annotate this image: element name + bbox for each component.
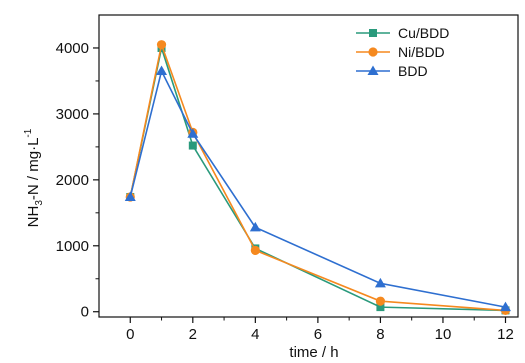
- y-tick-label: 1000: [56, 238, 89, 255]
- series-line: [130, 48, 505, 310]
- x-tick-label: 10: [435, 326, 452, 343]
- series-layer: [125, 40, 511, 315]
- x-tick-label: 8: [376, 326, 384, 343]
- y-axis-title: NH3-N / mg·L-1: [23, 128, 45, 227]
- y-axis-title-sup: -1: [23, 128, 34, 137]
- y-axis-title-base: NH: [25, 206, 42, 228]
- y-tick-label: 0: [81, 304, 89, 321]
- x-tick-label: 2: [189, 326, 197, 343]
- legend-label: Ni/BDD: [398, 44, 445, 60]
- legend-item: Ni/BDD: [356, 44, 445, 60]
- legend: Cu/BDD Ni/BDD BDD: [356, 25, 449, 79]
- y-tick-label: 4000: [56, 40, 89, 57]
- legend-marker: [368, 47, 377, 56]
- y-tick-label: 2000: [56, 172, 89, 189]
- data-point: [189, 142, 197, 150]
- legend-item: Cu/BDD: [356, 25, 449, 41]
- x-tick-label: 0: [126, 326, 134, 343]
- x-tick-label: 12: [497, 326, 514, 343]
- x-tick-label: 6: [314, 326, 322, 343]
- series-line: [130, 71, 505, 307]
- x-tick-label: 4: [251, 326, 259, 343]
- legend-label: BDD: [398, 63, 428, 79]
- legend-marker: [369, 29, 377, 37]
- series-line: [130, 45, 505, 311]
- y-axis-title-middle: -N / mg·L: [25, 138, 42, 201]
- data-point: [376, 297, 385, 306]
- series-cu-bdd: [126, 44, 509, 314]
- legend-label: Cu/BDD: [398, 25, 449, 41]
- y-tick-label: 3000: [56, 106, 89, 123]
- x-axis-title: time / h: [289, 344, 338, 361]
- legend-item: BDD: [356, 63, 428, 79]
- data-point: [250, 222, 261, 232]
- series-ni-bdd: [126, 40, 510, 315]
- data-point: [375, 278, 386, 288]
- data-point: [251, 246, 260, 255]
- axes: 0 2 4 6 8 10 12 0 1000 2000 3000 4000: [56, 40, 514, 343]
- data-point: [157, 40, 166, 49]
